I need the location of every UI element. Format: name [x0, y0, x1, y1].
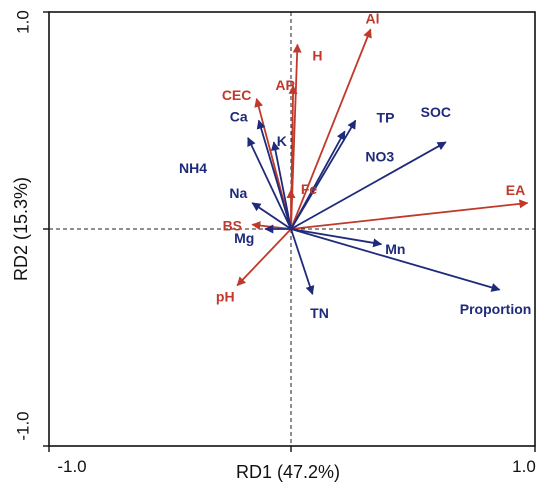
vector-label-mg: Mg	[234, 230, 254, 246]
vector-label-ca: Ca	[230, 109, 248, 125]
vector-arrow-nh4	[247, 137, 292, 230]
vector-label-ap: AP	[275, 77, 294, 93]
vector-label-na: Na	[229, 185, 247, 201]
y-tick-label-min: -1.0	[13, 411, 32, 440]
y-axis-label: RD2 (15.3%)	[11, 177, 31, 281]
vector-label-no3: NO3	[365, 148, 394, 164]
vector-label-h: H	[312, 48, 322, 64]
vector-arrow-ph	[236, 228, 292, 287]
x-axis-label: RD1 (47.2%)	[236, 462, 340, 482]
vector-label-ea: EA	[506, 182, 525, 198]
x-tick-label-max: 1.0	[512, 457, 536, 476]
vector-arrow-no3	[290, 130, 346, 230]
vector-arrow-al	[290, 28, 372, 230]
vector-label-tp: TP	[377, 110, 395, 126]
vector-arrow-proportion	[290, 228, 501, 292]
vector-label-proportion: Proportion	[460, 301, 532, 317]
vector-arrow-tn	[290, 228, 315, 295]
vector-label-k: K	[277, 133, 287, 149]
vector-label-ph: pH	[216, 288, 235, 304]
vector-arrow-mn	[290, 228, 383, 248]
labels-group: H Al CEC AP Fe EA BS pH Ca K NH4 TP NO3 SOC Na Mg Mn TN Pr…	[179, 10, 531, 321]
vector-arrow-k	[270, 141, 292, 230]
vector-arrow-ca	[256, 119, 292, 230]
y-tick-label-max: 1.0	[13, 10, 32, 34]
vector-label-bs: BS	[223, 218, 242, 234]
x-tick-label-min: -1.0	[57, 457, 86, 476]
vector-label-al: Al	[366, 10, 380, 26]
vector-label-nh4: NH4	[179, 160, 207, 176]
vectors-group	[236, 28, 529, 295]
vector-arrow-soc	[290, 141, 447, 230]
vector-arrow-na	[251, 202, 292, 230]
vector-label-soc: SOC	[421, 104, 451, 120]
vector-label-mn: Mn	[385, 241, 405, 257]
vector-arrow-ea	[290, 199, 529, 230]
vector-label-cec: CEC	[222, 87, 252, 103]
vector-label-fe: Fe	[301, 181, 318, 197]
vector-label-tn: TN	[310, 305, 329, 321]
